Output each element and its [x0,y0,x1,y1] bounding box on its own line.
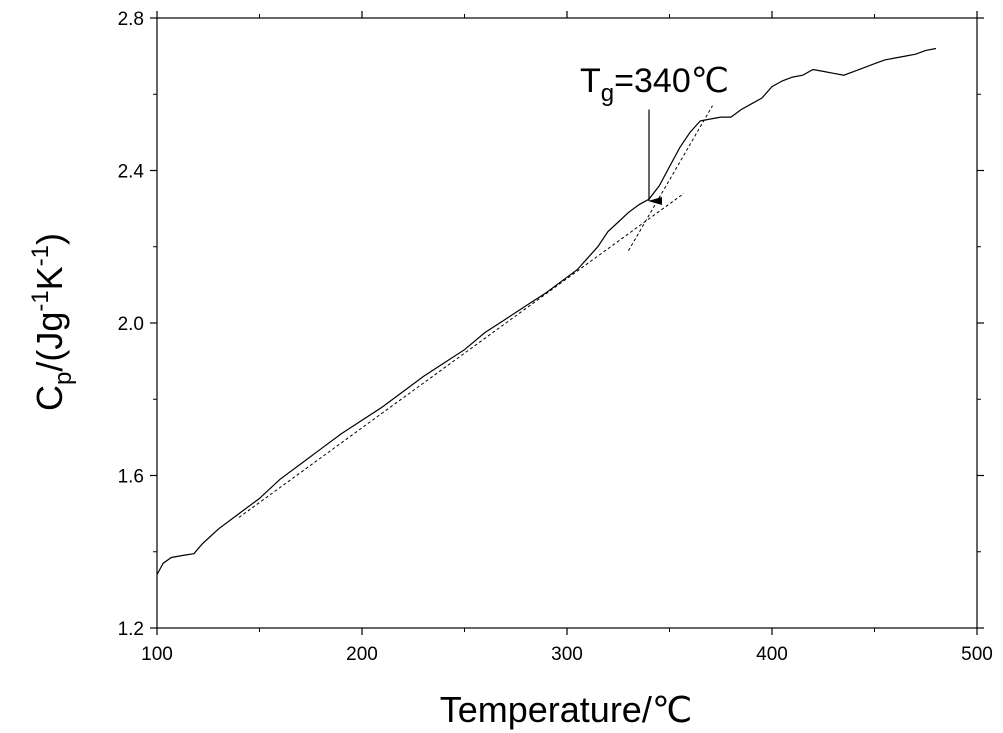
y-tick-label: 2.0 [118,314,144,335]
y-tick-label: 2.4 [118,162,145,183]
tg-annotation-label: Tg=340℃ [580,62,729,107]
x-tick-label: 500 [961,644,993,665]
y-tick-label: 2.8 [118,9,144,30]
y-tick-label: 1.2 [118,619,144,640]
plot-area [156,17,978,629]
plot-frame [156,17,978,629]
tangent-line-2 [628,105,713,251]
x-tick-label: 300 [551,644,583,665]
x-tick-label: 400 [756,644,788,665]
series-layer [156,47,937,575]
y-axis-title: Cp/(Jg-1K-1) [27,233,77,411]
cp-curve-line [156,47,937,575]
tangent-line-1 [238,192,685,518]
x-tick-label: 100 [141,644,173,665]
x-tick-label: 200 [346,644,378,665]
y-axis: 1.2 1.6 2.0 2.4 2.8 [118,9,984,640]
x-axis-title: Temperature/℃ [440,689,693,730]
y-tick-label: 1.6 [118,467,144,488]
x-axis: 100 200 300 400 500 [141,11,993,665]
